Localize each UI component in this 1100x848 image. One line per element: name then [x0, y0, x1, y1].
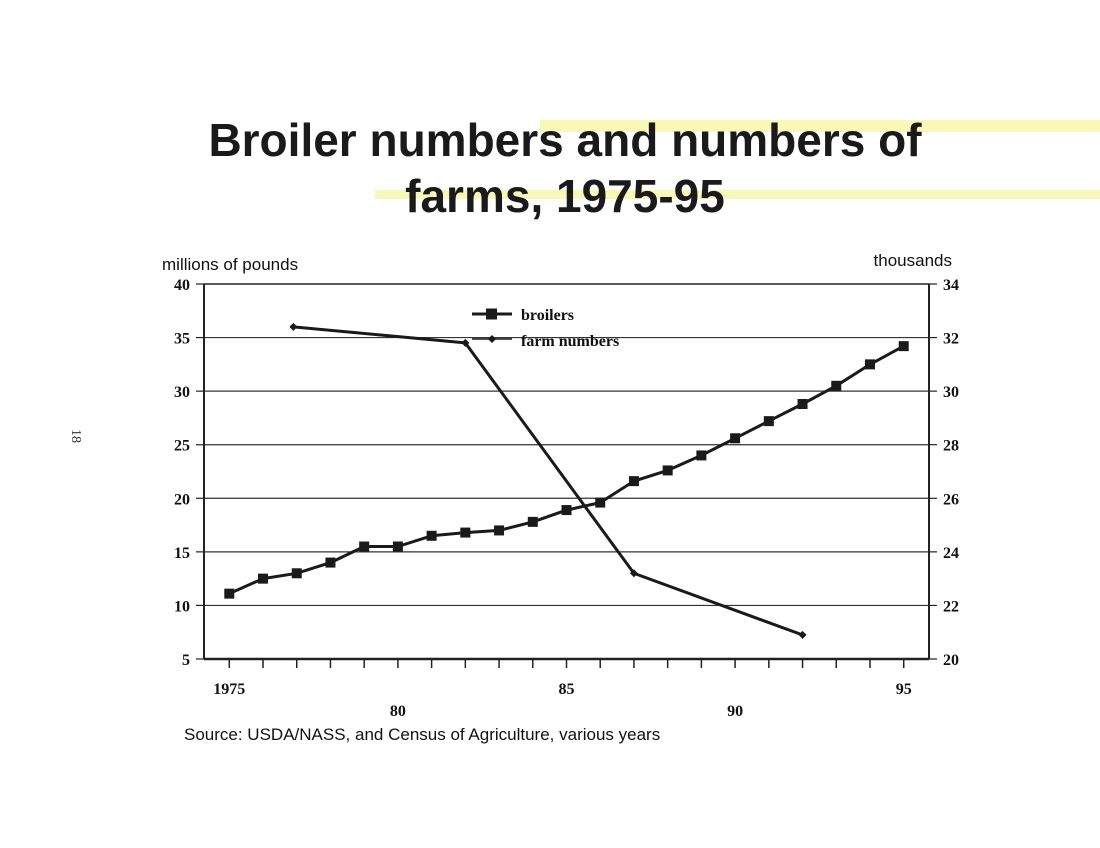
right-tick-label: 26 [943, 491, 959, 508]
broilers-point [561, 505, 572, 516]
right-tick-label: 20 [943, 652, 959, 669]
broilers-point [595, 497, 606, 508]
legend-farm-numbers-label: farm numbers [521, 333, 619, 350]
broilers-point [460, 527, 471, 538]
left-axis-title: millions of pounds [162, 255, 298, 274]
broilers-point [291, 568, 302, 579]
x-tick-label: 85 [559, 681, 575, 698]
broilers-point [831, 380, 842, 391]
left-tick-label: 10 [174, 598, 190, 615]
broilers-point [898, 341, 909, 352]
broilers-point [864, 359, 875, 370]
broilers-point [224, 588, 235, 599]
series-line-broilers [228, 344, 905, 595]
left-tick-label: 40 [174, 277, 190, 294]
broilers-point [494, 525, 505, 536]
left-tick-label: 15 [174, 545, 190, 562]
right-axis-title: thousands [874, 251, 952, 270]
left-tick-label: 30 [174, 384, 190, 401]
right-tick-label: 32 [943, 331, 959, 348]
farm-numbers-point [289, 322, 298, 331]
series-group [224, 322, 909, 639]
left-tick-label: 35 [174, 331, 190, 348]
x-tick-label: 80 [390, 703, 406, 720]
grid-lines [204, 336, 929, 607]
right-tick-label: 28 [943, 438, 959, 455]
right-tick-label: 22 [943, 598, 959, 615]
broilers-point [696, 450, 707, 461]
farm-numbers-point [629, 569, 638, 578]
left-tick-label: 5 [182, 652, 190, 669]
farm-numbers-point [798, 630, 807, 639]
left-tick-label: 20 [174, 491, 190, 508]
chart-title-line-1: Broiler numbers and numbers of [208, 114, 922, 166]
broilers-point [359, 541, 370, 552]
legend: broilers farm numbers [472, 307, 619, 350]
right-tick-label: 34 [943, 277, 959, 294]
chart-title: Broiler numbers and numbers of farms, 19… [110, 112, 1020, 224]
broilers-point [628, 476, 639, 487]
broilers-point [662, 465, 673, 476]
broilers-point [392, 541, 403, 552]
tick-labels: 5 10 15 20 25 30 35 40 20 22 24 26 28 30 32 34 1975 80 85 9… [174, 277, 959, 720]
legend-farm-numbers-marker [488, 335, 496, 343]
broilers-point [426, 530, 437, 541]
legend-broilers-marker [486, 308, 497, 320]
right-tick-label: 24 [943, 545, 959, 562]
series-line-farm-numbers [293, 325, 804, 637]
broilers-point [763, 416, 774, 427]
broilers-point [797, 399, 808, 409]
x-tick-label: 90 [727, 703, 743, 720]
x-tick-label: 1975 [213, 681, 245, 698]
broilers-point [730, 433, 741, 444]
left-tick-label: 25 [174, 438, 190, 455]
farm-numbers-point [461, 338, 470, 347]
broilers-point [325, 557, 336, 568]
broilers-point [258, 573, 269, 584]
legend-broilers-label: broilers [521, 307, 574, 324]
chart-title-line-2: farms, 1975-95 [405, 170, 725, 222]
highlighter-mark-2 [375, 190, 1100, 199]
axes [196, 283, 937, 668]
broilers-point [527, 516, 538, 527]
source-note: Source: USDA/NASS, and Census of Agricul… [184, 725, 660, 744]
right-tick-label: 30 [943, 384, 959, 401]
highlighter-mark-1 [540, 120, 1100, 132]
x-tick-label: 95 [896, 681, 912, 698]
